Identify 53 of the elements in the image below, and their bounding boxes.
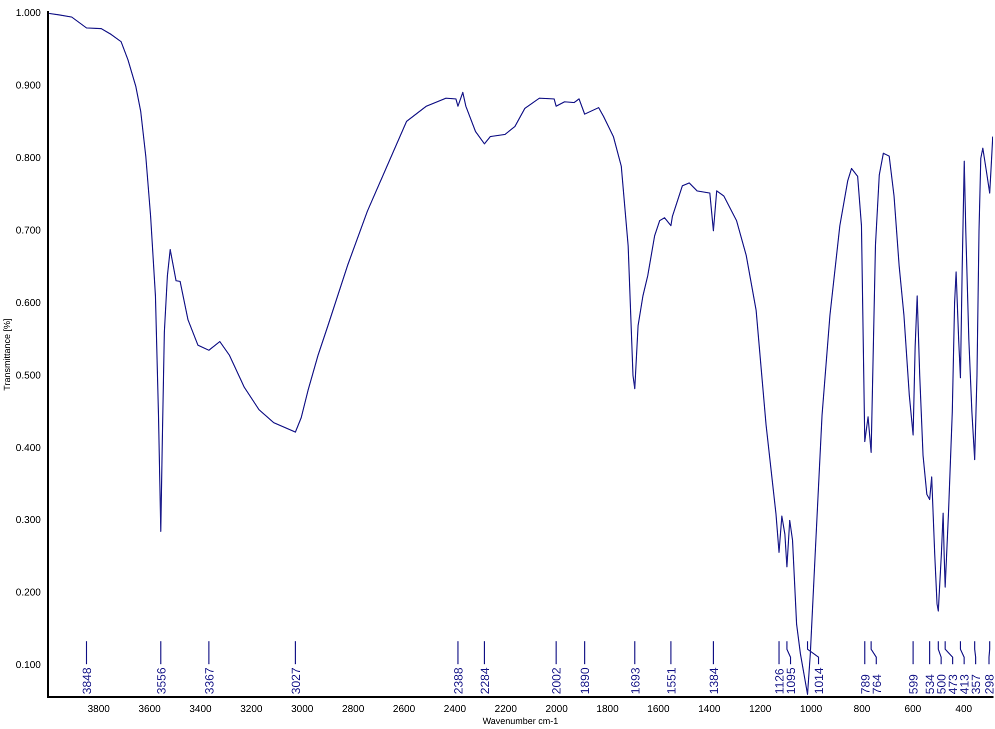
y-tick-label: 0.700: [16, 225, 42, 236]
x-tick-label: 2000: [546, 704, 568, 715]
y-tick-label: 0.400: [16, 442, 42, 454]
x-tick-label: 3600: [138, 704, 162, 715]
annotation: 2388: [451, 667, 466, 694]
x-tick-label: 3200: [240, 704, 263, 715]
annotation: 3556: [154, 667, 168, 694]
y-tick-label: 1.000: [16, 8, 42, 20]
annotation: 2284: [478, 667, 492, 694]
annotation: 1384: [706, 667, 721, 694]
x-tick-label: 2800: [342, 704, 365, 715]
annotation: 357: [969, 674, 984, 694]
x-tick-label: 1200: [749, 704, 772, 715]
annotation: 3027: [288, 667, 303, 694]
x-tick-label: 1400: [698, 704, 721, 715]
y-tick-label: 0.100: [16, 660, 42, 672]
y-tick-label: 0.800: [16, 153, 42, 164]
x-tick-label: 3000: [291, 704, 314, 715]
y-tick-label: 0.300: [16, 515, 42, 526]
annotation: 473: [946, 674, 960, 694]
annotation: 3367: [202, 667, 216, 694]
annotation: 1890: [578, 667, 592, 694]
x-tick-label: 2600: [392, 704, 416, 715]
y-tick-label: 0.600: [16, 298, 42, 309]
x-tick-label: 1800: [596, 704, 620, 715]
annotation: 2002: [550, 667, 564, 694]
annotation: 534: [923, 674, 938, 694]
x-axis-title: Wavenumber cm-1: [482, 716, 558, 726]
y-tick-label: 0.900: [16, 80, 42, 92]
x-tick-label: 2200: [494, 704, 518, 715]
x-tick-label: 1600: [647, 704, 670, 715]
y-axis-title: Transmittance [%]: [2, 318, 12, 391]
annotation: 3848: [80, 667, 94, 694]
annotation: 789: [858, 674, 872, 694]
x-tick-label: 3400: [189, 704, 212, 715]
annotation: 1551: [664, 667, 678, 694]
x-tick-label: 600: [904, 704, 922, 715]
annotation: 1126: [772, 668, 787, 694]
x-tick-label: 2400: [444, 704, 466, 715]
annotation: 500: [934, 674, 949, 694]
x-tick-label: 800: [854, 704, 871, 715]
x-tick-label: 3800: [88, 704, 110, 715]
annotation: 413: [958, 674, 972, 694]
x-tick-label: 1000: [800, 704, 823, 715]
y-tick-label: 0.500: [16, 370, 42, 382]
annotation: 1014: [812, 667, 826, 694]
annotation: 1095: [784, 667, 798, 694]
y-tick-label: 0.200: [16, 588, 42, 599]
x-tick-label: 400: [955, 704, 973, 715]
annotation: 298: [982, 674, 995, 694]
annotation: 599: [906, 674, 921, 694]
annotation: 764: [870, 674, 884, 694]
annotation: 1693: [628, 667, 642, 694]
